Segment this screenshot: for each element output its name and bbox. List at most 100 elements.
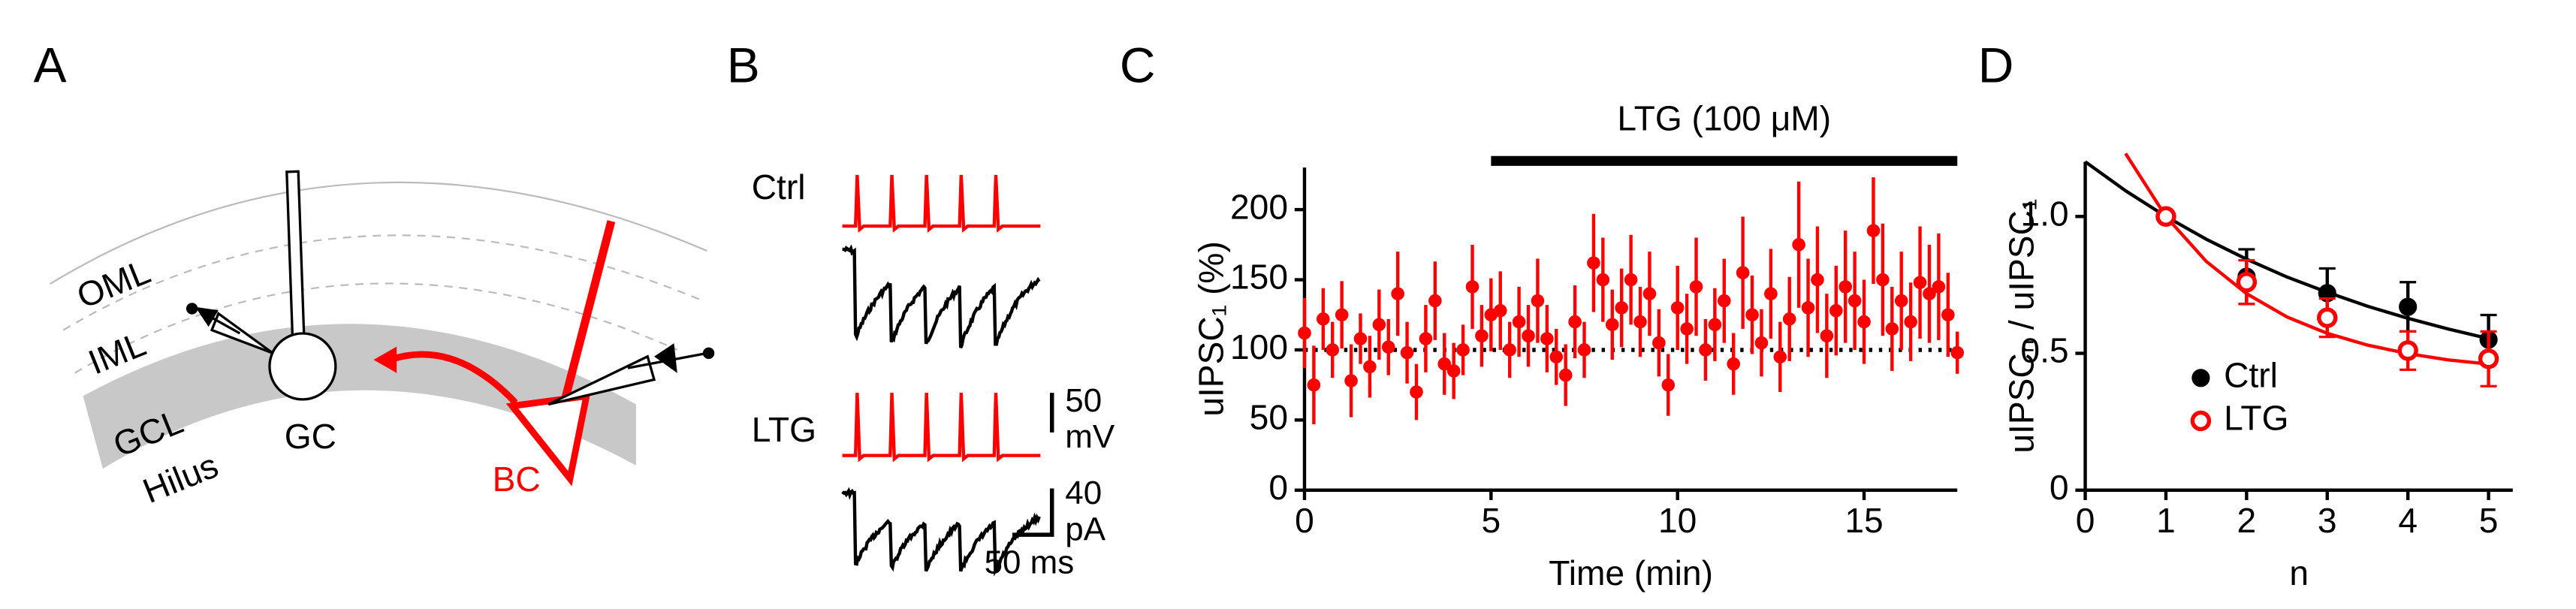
data-point [1754,336,1769,350]
panel-letter: B [727,38,760,93]
gc-dendrite [285,170,306,339]
data-point [1391,287,1404,301]
data-point [1866,224,1881,237]
y-tick-label: 0 [1268,468,1288,507]
bc-soma [505,392,591,487]
data-point [2478,348,2499,369]
gcl-band [83,324,636,469]
data-point [1932,280,1946,294]
data-point [1437,357,1452,371]
data-point [1950,345,1965,360]
data-point [1577,343,1591,357]
gc-electrode [210,312,274,354]
data-point [1717,294,1731,308]
x-tick-label: 5 [1481,501,1501,540]
data-point [1670,301,1685,315]
data-point [1456,343,1470,357]
data-point [1353,332,1368,345]
bc-axon [388,351,518,405]
x-tick-label: 0 [2076,501,2095,540]
data-point [1642,287,1657,301]
data-point [1344,374,1358,387]
data-point [1587,256,1600,270]
data-point [1633,315,1647,329]
data-point [1410,385,1423,399]
cell-label: BC [493,460,541,499]
data-point [1913,276,1927,290]
condition-label: Ctrl [752,167,806,207]
data-point [1568,315,1582,329]
electrode-tip [702,347,715,360]
data-point [1419,332,1433,345]
data-point [1820,329,1834,343]
scale-label: 50 [1065,382,1102,419]
bc-electrode [547,354,656,406]
data-point [1801,301,1815,315]
layer-line [74,282,678,374]
data-point [1512,315,1526,329]
scale-label: 50 ms [985,544,1075,580]
data-point [1792,238,1805,252]
layer-label: Hilus [137,445,224,511]
fit-curve [2084,160,2490,340]
data-point [1465,280,1480,294]
scale-label: pA [1065,511,1106,547]
electrode-tip [186,303,198,315]
data-point [1372,318,1386,332]
data-point [1400,345,1414,360]
data-point [1615,301,1628,315]
annotation: LTG (100 μM) [1617,99,1831,138]
layer-label: OML [71,252,155,316]
traces [841,174,1041,577]
y-tick-label: 0 [2050,468,2069,507]
data-point [1549,350,1564,364]
data-point [1857,315,1871,329]
data-point [1764,287,1778,301]
panel-letter: D [1978,38,2014,93]
data-point [1446,364,1461,378]
data-point [1540,332,1554,345]
data-point [1605,318,1619,332]
arrowhead [373,346,397,373]
data-point [2317,307,2338,328]
data-point [1773,350,1787,364]
legend-label: LTG [2224,399,2288,438]
condition-label: LTG [752,410,816,449]
bc-dendrite [561,220,616,401]
trace [842,244,1041,348]
data-point [1904,315,1917,329]
y-axis-label: uIPSCₙ / uIPSC₁ [2001,199,2041,454]
x-axis-label: Time (min) [1549,553,1713,592]
data-point [1699,343,1712,357]
y-tick-label: 100 [1230,327,1288,366]
panel-letter: A [34,38,67,93]
data-point [2155,206,2176,228]
data-point [1661,378,1676,392]
data-point [1680,322,1694,336]
data-point [1736,266,1750,279]
trace [842,393,1041,463]
y-axis-label: uIPSC₁ (%) [1191,241,1230,417]
y-tick-label: 50 [1250,398,1288,437]
data-point [1503,343,1516,357]
x-tick-label: 1 [2156,501,2176,540]
data-point [1708,318,1722,332]
y-tick-label: 150 [1230,258,1288,297]
data-point [1923,287,1936,301]
data-point [1307,378,1321,392]
x-tick-label: 5 [2479,501,2499,540]
data-point [1522,329,1535,343]
arrowhead [654,343,677,373]
data-point [1894,294,1908,308]
fit-curve [2124,152,2489,366]
scale-label: mV [1065,418,1115,455]
x-tick-label: 4 [2398,501,2418,540]
arrowhead [195,306,219,327]
x-tick-label: 2 [2237,501,2257,540]
data-point [1652,336,1666,350]
data-point [1745,308,1759,322]
scale-bar [1012,488,1054,537]
data-point [1689,280,1703,294]
